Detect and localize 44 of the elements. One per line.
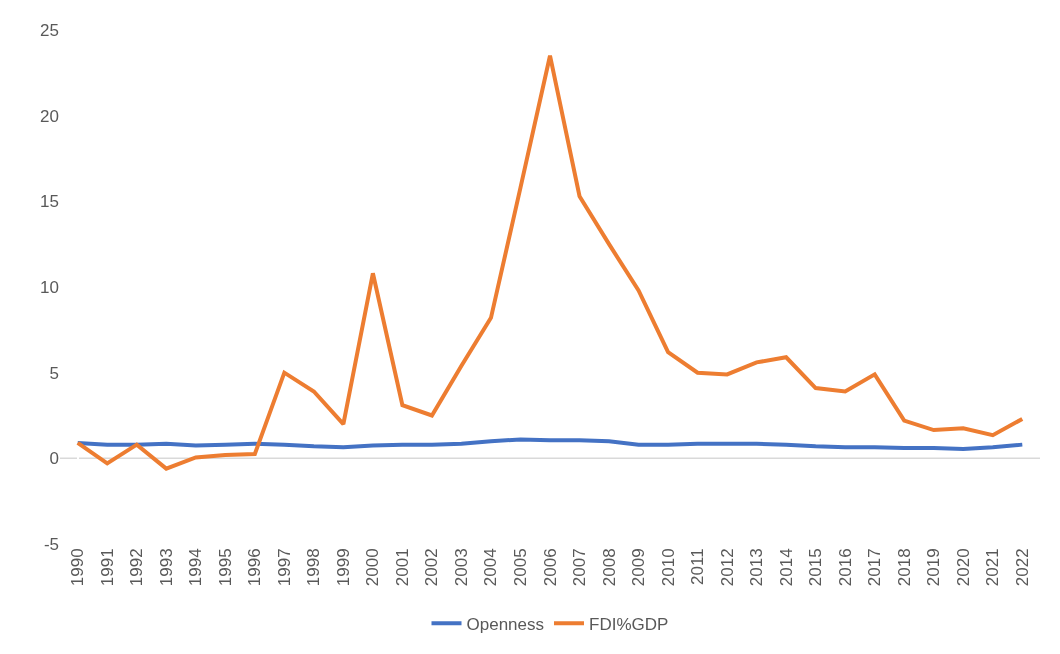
y-tick-label: 15 xyxy=(40,192,59,212)
y-tick-label: -5 xyxy=(43,534,59,554)
x-tick-label: 1996 xyxy=(245,548,265,587)
x-tick-label: 2002 xyxy=(422,548,442,587)
x-tick-label: 1994 xyxy=(186,548,206,587)
x-tick-label: 2007 xyxy=(570,548,590,587)
x-tick-label: 1998 xyxy=(304,548,324,587)
x-tick-label: 2006 xyxy=(540,548,560,587)
x-tick-label: 2014 xyxy=(776,548,796,587)
x-tick-label: 1993 xyxy=(156,548,176,587)
y-tick-label: 20 xyxy=(40,106,59,126)
x-tick-label: 2019 xyxy=(924,548,944,587)
x-tick-label: 2009 xyxy=(629,548,649,587)
x-tick-label: 2018 xyxy=(894,548,914,587)
x-tick-label: 2022 xyxy=(1012,548,1032,587)
x-tick-label: 2000 xyxy=(363,548,383,587)
x-tick-label: 1997 xyxy=(274,548,294,587)
x-tick-label: 1992 xyxy=(127,548,147,587)
x-tick-label: 2020 xyxy=(953,548,973,587)
x-tick-label: 2012 xyxy=(717,548,737,587)
y-tick-label: 25 xyxy=(40,20,59,40)
x-tick-label: 2016 xyxy=(835,548,855,587)
x-tick-label: 2008 xyxy=(599,548,619,587)
legend-label: Openness xyxy=(466,614,544,634)
x-tick-label: 2013 xyxy=(747,548,767,587)
x-tick-label: 1995 xyxy=(215,548,235,587)
x-tick-label: 2010 xyxy=(658,548,678,587)
x-tick-label: 2001 xyxy=(392,548,412,587)
x-tick-label: 2017 xyxy=(865,548,885,587)
x-tick-label: 2021 xyxy=(983,548,1003,587)
x-tick-label: 2011 xyxy=(688,548,708,585)
x-tick-label: 2004 xyxy=(481,548,501,587)
x-tick-label: 1999 xyxy=(333,548,353,587)
y-tick-label: 0 xyxy=(49,449,59,469)
line-series xyxy=(75,53,1025,471)
x-tick-label: 1991 xyxy=(97,548,117,587)
line-series xyxy=(75,437,1025,451)
y-tick-label: 10 xyxy=(40,277,59,297)
x-tick-label: 2005 xyxy=(511,548,531,587)
legend-label: FDI%GDP xyxy=(589,614,669,634)
x-tick-label: 2015 xyxy=(806,548,826,587)
x-tick-label: 1990 xyxy=(68,548,88,587)
x-tick-label: 2003 xyxy=(451,548,471,587)
y-tick-label: 5 xyxy=(49,363,59,383)
